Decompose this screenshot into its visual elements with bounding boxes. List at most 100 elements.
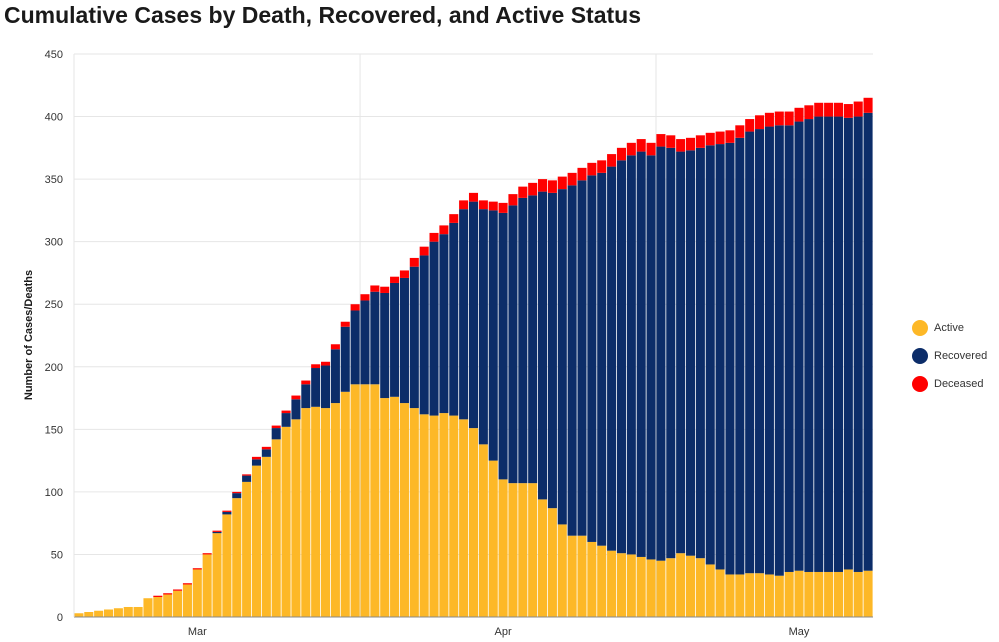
bar-segment-recovered[interactable]	[863, 112, 873, 571]
bar-segment-deceased[interactable]	[350, 304, 360, 311]
bar-segment-recovered[interactable]	[597, 172, 607, 546]
bar-segment-active[interactable]	[774, 575, 784, 617]
bar-segment-recovered[interactable]	[685, 150, 696, 556]
bar-segment-active[interactable]	[735, 574, 745, 617]
bar-segment-recovered[interactable]	[764, 126, 774, 575]
bar-segment-deceased[interactable]	[705, 132, 715, 146]
bar-segment-recovered[interactable]	[508, 205, 518, 484]
bar-segment-deceased[interactable]	[468, 192, 479, 202]
bar-segment-recovered[interactable]	[676, 151, 686, 554]
bar-segment-deceased[interactable]	[607, 154, 617, 167]
bar-segment-recovered[interactable]	[745, 131, 755, 574]
bar-segment-deceased[interactable]	[498, 202, 508, 213]
bar-segment-active[interactable]	[459, 419, 469, 617]
bar-segment-active[interactable]	[350, 384, 360, 617]
bar-segment-deceased[interactable]	[695, 135, 705, 148]
bar-segment-recovered[interactable]	[281, 413, 291, 427]
bar-segment-active[interactable]	[577, 535, 587, 617]
bar-segment-active[interactable]	[567, 535, 577, 617]
bar-segment-deceased[interactable]	[784, 111, 794, 126]
bar-segment-recovered[interactable]	[557, 189, 567, 525]
bar-segment-deceased[interactable]	[222, 510, 232, 512]
bar-segment-deceased[interactable]	[577, 167, 587, 181]
bar-segment-active[interactable]	[301, 408, 311, 617]
bar-segment-recovered[interactable]	[212, 531, 222, 534]
bar-segment-active[interactable]	[340, 391, 350, 617]
bar-segment-recovered[interactable]	[251, 459, 262, 466]
bar-segment-recovered[interactable]	[301, 384, 311, 409]
bar-segment-deceased[interactable]	[528, 182, 538, 196]
bar-segment-active[interactable]	[271, 439, 281, 617]
bar-segment-active[interactable]	[528, 483, 538, 617]
bar-segment-recovered[interactable]	[794, 121, 804, 571]
bar-segment-recovered[interactable]	[498, 212, 508, 480]
bar-segment-deceased[interactable]	[291, 395, 301, 400]
bar-segment-deceased[interactable]	[370, 285, 380, 292]
bar-segment-deceased[interactable]	[409, 257, 419, 267]
bar-segment-deceased[interactable]	[656, 134, 666, 147]
bar-segment-active[interactable]	[685, 555, 696, 617]
bar-segment-active[interactable]	[261, 456, 271, 617]
bar-segment-active[interactable]	[212, 533, 222, 617]
bar-segment-recovered[interactable]	[626, 155, 636, 555]
bar-segment-recovered[interactable]	[360, 300, 370, 385]
bar-segment-active[interactable]	[646, 559, 656, 617]
bar-segment-active[interactable]	[409, 408, 419, 617]
bar-segment-deceased[interactable]	[251, 456, 262, 460]
bar-segment-recovered[interactable]	[705, 145, 715, 565]
bar-segment-deceased[interactable]	[360, 294, 370, 301]
bar-segment-active[interactable]	[518, 483, 528, 617]
bar-segment-deceased[interactable]	[794, 107, 804, 122]
bar-segment-deceased[interactable]	[666, 135, 676, 148]
bar-segment-active[interactable]	[163, 594, 173, 617]
bar-segment-active[interactable]	[173, 590, 183, 617]
bar-segment-active[interactable]	[291, 419, 301, 617]
bar-segment-deceased[interactable]	[518, 186, 528, 198]
bar-segment-recovered[interactable]	[350, 310, 360, 385]
bar-segment-active[interactable]	[84, 612, 94, 617]
bar-segment-active[interactable]	[94, 610, 104, 617]
bar-segment-deceased[interactable]	[311, 364, 321, 369]
bar-segment-active[interactable]	[508, 483, 518, 617]
bar-segment-active[interactable]	[705, 564, 715, 617]
bar-segment-recovered[interactable]	[646, 155, 656, 560]
bar-segment-active[interactable]	[863, 570, 873, 617]
bar-segment-deceased[interactable]	[725, 130, 735, 143]
bar-segment-recovered[interactable]	[784, 125, 794, 572]
bar-segment-deceased[interactable]	[242, 474, 252, 476]
bar-segment-deceased[interactable]	[843, 104, 853, 118]
bar-segment-deceased[interactable]	[557, 176, 567, 190]
bar-segment-deceased[interactable]	[301, 380, 311, 385]
bar-segment-recovered[interactable]	[774, 125, 784, 576]
bar-segment-active[interactable]	[587, 541, 597, 617]
bar-segment-recovered[interactable]	[468, 201, 479, 429]
bar-segment-deceased[interactable]	[863, 97, 873, 113]
bar-segment-deceased[interactable]	[745, 119, 755, 132]
bar-segment-deceased[interactable]	[636, 139, 646, 152]
bar-segment-active[interactable]	[133, 606, 143, 617]
bar-segment-deceased[interactable]	[232, 491, 242, 494]
bar-segment-deceased[interactable]	[271, 425, 281, 429]
bar-segment-deceased[interactable]	[281, 410, 291, 414]
bar-segment-deceased[interactable]	[735, 125, 745, 138]
bar-segment-recovered[interactable]	[547, 192, 557, 509]
bar-segment-recovered[interactable]	[804, 119, 814, 572]
bar-segment-deceased[interactable]	[182, 583, 192, 585]
bar-segment-active[interactable]	[143, 598, 153, 617]
bar-segment-recovered[interactable]	[419, 255, 429, 415]
bar-segment-active[interactable]	[390, 396, 400, 617]
bar-segment-recovered[interactable]	[488, 210, 498, 461]
bar-segment-recovered[interactable]	[587, 175, 597, 542]
bar-segment-active[interactable]	[123, 606, 133, 617]
bar-segment-active[interactable]	[488, 460, 498, 617]
bar-segment-deceased[interactable]	[478, 200, 488, 210]
bar-segment-deceased[interactable]	[330, 344, 340, 350]
bar-segment-active[interactable]	[232, 498, 242, 617]
bar-segment-recovered[interactable]	[370, 291, 380, 385]
bar-segment-active[interactable]	[330, 403, 340, 617]
bar-segment-recovered[interactable]	[725, 142, 735, 575]
bar-segment-deceased[interactable]	[380, 286, 390, 293]
bar-segment-deceased[interactable]	[764, 112, 774, 127]
bar-segment-active[interactable]	[251, 465, 262, 617]
bar-segment-active[interactable]	[597, 545, 607, 617]
